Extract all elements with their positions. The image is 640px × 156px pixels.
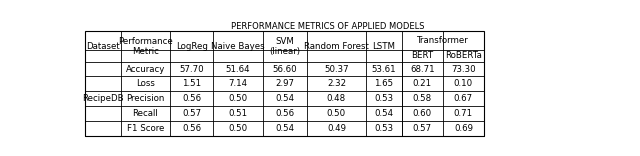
Text: 1.51: 1.51 — [182, 79, 201, 88]
Text: 0.54: 0.54 — [374, 109, 394, 118]
Text: 68.71: 68.71 — [410, 65, 435, 74]
Text: Transformer: Transformer — [417, 36, 469, 45]
Text: LogReg: LogReg — [175, 42, 207, 51]
Text: 0.50: 0.50 — [228, 124, 247, 133]
Text: 0.71: 0.71 — [454, 109, 473, 118]
Text: 0.50: 0.50 — [228, 94, 247, 103]
Text: 0.60: 0.60 — [413, 109, 432, 118]
Text: 0.58: 0.58 — [413, 94, 432, 103]
Text: 53.61: 53.61 — [371, 65, 396, 74]
Text: Dataset: Dataset — [86, 42, 120, 51]
Text: BERT: BERT — [411, 51, 433, 60]
Text: 0.10: 0.10 — [454, 79, 473, 88]
Text: 0.50: 0.50 — [327, 109, 346, 118]
Text: Random Forest: Random Forest — [304, 42, 369, 51]
Text: 0.54: 0.54 — [275, 124, 294, 133]
Text: 73.30: 73.30 — [451, 65, 476, 74]
Text: 0.53: 0.53 — [374, 124, 394, 133]
Text: 7.14: 7.14 — [228, 79, 247, 88]
Text: 0.57: 0.57 — [413, 124, 432, 133]
Text: LSTM: LSTM — [372, 42, 396, 51]
Text: Naive Bayes: Naive Bayes — [211, 42, 264, 51]
Text: 0.49: 0.49 — [327, 124, 346, 133]
Text: Recall: Recall — [132, 109, 158, 118]
Text: 0.67: 0.67 — [454, 94, 473, 103]
Text: 2.32: 2.32 — [327, 79, 346, 88]
Text: 0.69: 0.69 — [454, 124, 473, 133]
Bar — [85, 31, 484, 136]
Text: 1.65: 1.65 — [374, 79, 394, 88]
Text: 56.60: 56.60 — [273, 65, 297, 74]
Text: 0.57: 0.57 — [182, 109, 201, 118]
Text: 57.70: 57.70 — [179, 65, 204, 74]
Text: 0.51: 0.51 — [228, 109, 247, 118]
Text: 0.48: 0.48 — [327, 94, 346, 103]
Text: F1 Score: F1 Score — [127, 124, 164, 133]
Text: Performance
Metric: Performance Metric — [118, 37, 173, 56]
Text: 50.37: 50.37 — [324, 65, 349, 74]
Text: 51.64: 51.64 — [225, 65, 250, 74]
Text: Precision: Precision — [126, 94, 164, 103]
Text: 0.56: 0.56 — [182, 124, 201, 133]
Text: Accuracy: Accuracy — [126, 65, 165, 74]
Text: 0.56: 0.56 — [275, 109, 294, 118]
Text: RecipeDB: RecipeDB — [82, 94, 124, 103]
Text: 0.54: 0.54 — [275, 94, 294, 103]
Text: PERFORMANCE METRICS OF APPLIED MODELS: PERFORMANCE METRICS OF APPLIED MODELS — [231, 22, 425, 31]
Text: 0.56: 0.56 — [182, 94, 201, 103]
Text: 0.53: 0.53 — [374, 94, 394, 103]
Text: 2.97: 2.97 — [275, 79, 294, 88]
Text: 0.21: 0.21 — [413, 79, 432, 88]
Text: SVM
(linear): SVM (linear) — [269, 37, 300, 56]
Text: RoBERTa: RoBERTa — [445, 51, 482, 60]
Text: Loss: Loss — [136, 79, 155, 88]
